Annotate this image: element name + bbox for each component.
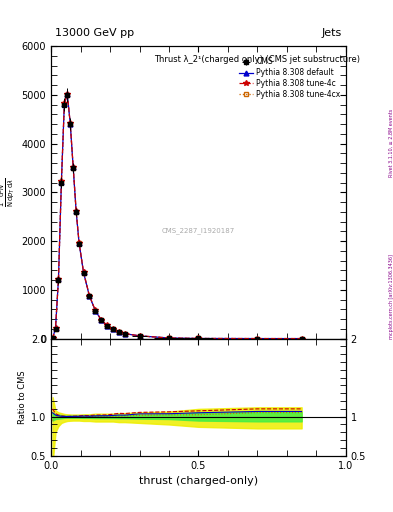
Pythia 8.308 tune-4cx	[81, 269, 86, 275]
Pythia 8.308 tune-4cx	[74, 208, 79, 215]
Pythia 8.308 tune-4cx	[117, 329, 121, 335]
Pythia 8.308 tune-4c	[77, 240, 81, 246]
Pythia 8.308 tune-4cx	[50, 335, 55, 342]
Text: Jets: Jets	[321, 28, 342, 38]
Pythia 8.308 tune-4c	[74, 208, 79, 214]
Pythia 8.308 tune-4cx	[255, 335, 260, 342]
Pythia 8.308 tune-4c	[59, 178, 64, 184]
Pythia 8.308 tune-4c	[137, 333, 142, 339]
Text: CMS_2287_I1920187: CMS_2287_I1920187	[162, 227, 235, 234]
Pythia 8.308 default	[81, 269, 86, 275]
Pythia 8.308 tune-4c	[68, 120, 73, 126]
Pythia 8.308 tune-4cx	[105, 323, 109, 329]
Pythia 8.308 tune-4c	[71, 164, 75, 170]
Pythia 8.308 default	[196, 335, 201, 342]
Pythia 8.308 default	[111, 326, 116, 332]
X-axis label: thrust (charged-only): thrust (charged-only)	[139, 476, 258, 486]
Pythia 8.308 default	[56, 276, 61, 282]
Pythia 8.308 tune-4cx	[87, 293, 92, 299]
Pythia 8.308 default	[137, 333, 142, 339]
Pythia 8.308 tune-4cx	[111, 326, 116, 332]
Pythia 8.308 default	[255, 335, 260, 342]
Pythia 8.308 tune-4cx	[65, 92, 70, 98]
Pythia 8.308 tune-4c	[123, 331, 127, 337]
Pythia 8.308 tune-4cx	[53, 326, 58, 332]
Pythia 8.308 default	[77, 240, 81, 246]
Pythia 8.308 tune-4c	[196, 335, 201, 342]
Pythia 8.308 tune-4cx	[99, 317, 104, 323]
Pythia 8.308 default	[59, 179, 64, 185]
Text: 13000 GeV pp: 13000 GeV pp	[55, 28, 134, 38]
Pythia 8.308 tune-4c	[87, 292, 92, 298]
Pythia 8.308 tune-4cx	[59, 179, 64, 185]
Y-axis label: $\frac{1}{\mathrm{N}}\frac{\mathrm{d}^2N}{\mathrm{d}p_T\,\mathrm{d}\lambda}$: $\frac{1}{\mathrm{N}}\frac{\mathrm{d}^2N…	[0, 178, 17, 207]
Pythia 8.308 default	[93, 308, 98, 314]
Pythia 8.308 tune-4cx	[93, 308, 98, 314]
Pythia 8.308 default	[105, 323, 109, 329]
Pythia 8.308 default	[68, 120, 73, 126]
Text: Thrust λ_2¹(charged only) (CMS jet substructure): Thrust λ_2¹(charged only) (CMS jet subst…	[154, 55, 360, 64]
Pythia 8.308 tune-4c	[99, 316, 104, 323]
Pythia 8.308 tune-4cx	[137, 333, 142, 339]
Pythia 8.308 tune-4cx	[68, 121, 73, 127]
Pythia 8.308 tune-4c	[93, 307, 98, 313]
Pythia 8.308 tune-4c	[105, 323, 109, 329]
Pythia 8.308 tune-4c	[117, 329, 121, 335]
Y-axis label: Ratio to CMS: Ratio to CMS	[18, 370, 27, 424]
Line: Pythia 8.308 tune-4cx: Pythia 8.308 tune-4cx	[50, 93, 304, 340]
Text: mcplots.cern.ch [arXiv:1306.3436]: mcplots.cern.ch [arXiv:1306.3436]	[389, 254, 393, 339]
Pythia 8.308 tune-4c	[167, 335, 171, 341]
Pythia 8.308 default	[123, 331, 127, 337]
Legend: CMS, Pythia 8.308 default, Pythia 8.308 tune-4c, Pythia 8.308 tune-4cx: CMS, Pythia 8.308 default, Pythia 8.308 …	[238, 56, 342, 100]
Pythia 8.308 default	[53, 325, 58, 331]
Pythia 8.308 default	[71, 164, 75, 170]
Pythia 8.308 tune-4cx	[62, 101, 67, 107]
Pythia 8.308 tune-4c	[299, 335, 304, 342]
Pythia 8.308 tune-4c	[62, 100, 67, 106]
Pythia 8.308 default	[62, 100, 67, 106]
Pythia 8.308 tune-4cx	[77, 240, 81, 246]
Pythia 8.308 tune-4cx	[56, 276, 61, 283]
Pythia 8.308 tune-4c	[111, 326, 116, 332]
Pythia 8.308 tune-4c	[255, 335, 260, 342]
Pythia 8.308 tune-4cx	[167, 335, 171, 341]
Pythia 8.308 default	[99, 317, 104, 323]
Pythia 8.308 default	[117, 329, 121, 335]
Pythia 8.308 tune-4cx	[123, 331, 127, 337]
Pythia 8.308 tune-4cx	[71, 165, 75, 171]
Pythia 8.308 default	[50, 335, 55, 342]
Text: Rivet 3.1.10, ≥ 2.8M events: Rivet 3.1.10, ≥ 2.8M events	[389, 109, 393, 178]
Pythia 8.308 default	[65, 91, 70, 97]
Pythia 8.308 tune-4c	[65, 91, 70, 97]
Pythia 8.308 default	[87, 293, 92, 299]
Pythia 8.308 tune-4c	[53, 325, 58, 331]
Pythia 8.308 tune-4cx	[196, 335, 201, 342]
Pythia 8.308 tune-4c	[81, 269, 86, 275]
Pythia 8.308 tune-4c	[56, 275, 61, 282]
Pythia 8.308 default	[74, 208, 79, 215]
Line: Pythia 8.308 default: Pythia 8.308 default	[50, 92, 304, 341]
Pythia 8.308 default	[299, 335, 304, 342]
Pythia 8.308 tune-4cx	[299, 335, 304, 342]
Pythia 8.308 tune-4c	[50, 335, 55, 342]
Line: Pythia 8.308 tune-4c: Pythia 8.308 tune-4c	[50, 91, 305, 342]
Pythia 8.308 default	[167, 335, 171, 341]
